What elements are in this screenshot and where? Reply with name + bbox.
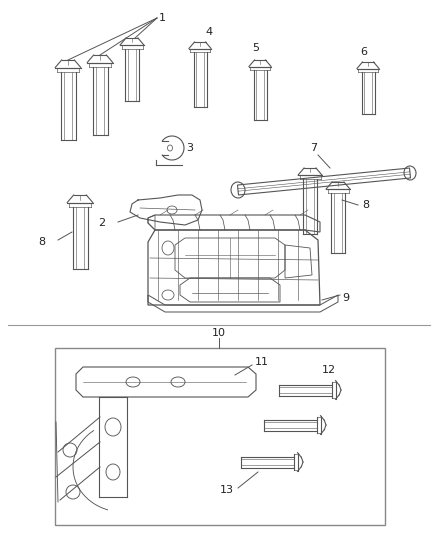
Text: 11: 11 <box>255 357 269 367</box>
Text: 8: 8 <box>362 200 369 210</box>
Text: 5: 5 <box>252 43 259 53</box>
Text: 6: 6 <box>360 47 367 57</box>
Text: 3: 3 <box>186 143 193 153</box>
Text: 12: 12 <box>322 365 336 375</box>
Bar <box>55 348 385 525</box>
Text: 2: 2 <box>98 218 105 228</box>
Text: 10: 10 <box>212 328 226 338</box>
Text: 4: 4 <box>205 27 212 37</box>
Text: 9: 9 <box>342 293 349 303</box>
Text: 13: 13 <box>220 485 234 495</box>
Text: 1: 1 <box>159 13 166 23</box>
Text: 8: 8 <box>38 237 45 247</box>
Text: 7: 7 <box>310 143 317 153</box>
